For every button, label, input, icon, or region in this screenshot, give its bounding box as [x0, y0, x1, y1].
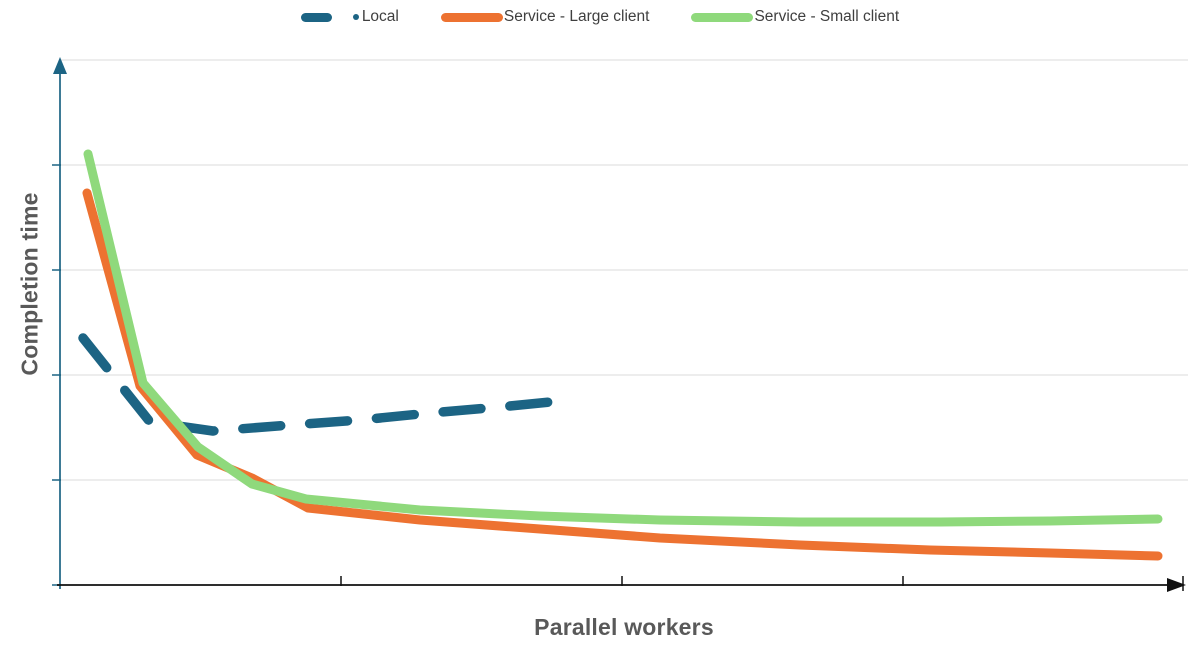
- legend-label-local: Local: [361, 8, 399, 26]
- x-axis-title: Parallel workers: [534, 614, 714, 640]
- series-line-service-small: [83, 149, 1163, 527]
- legend-label-service-small: Service - Small client: [754, 8, 900, 26]
- legend-label-service-large: Service - Large client: [503, 8, 650, 26]
- legend-item-local: Local: [300, 8, 399, 26]
- chart-legend: Local Service - Large client Service - S…: [0, 4, 1200, 30]
- series-line-local: [78, 333, 575, 436]
- service-large-line-swatch: [440, 12, 503, 22]
- legend-item-service-large: Service - Large client: [440, 8, 650, 26]
- series-line-service-large: [82, 188, 1163, 561]
- local-dot-marker-icon: [352, 14, 359, 20]
- service-small-line-swatch: [691, 12, 754, 22]
- x-axis-arrow-icon: [1167, 578, 1186, 592]
- y-axis-arrow-icon: [53, 57, 67, 74]
- local-dash-swatch: [300, 12, 332, 22]
- y-axis-title: Completion time: [16, 192, 43, 376]
- legend-item-service-small: Service - Small client: [691, 9, 899, 25]
